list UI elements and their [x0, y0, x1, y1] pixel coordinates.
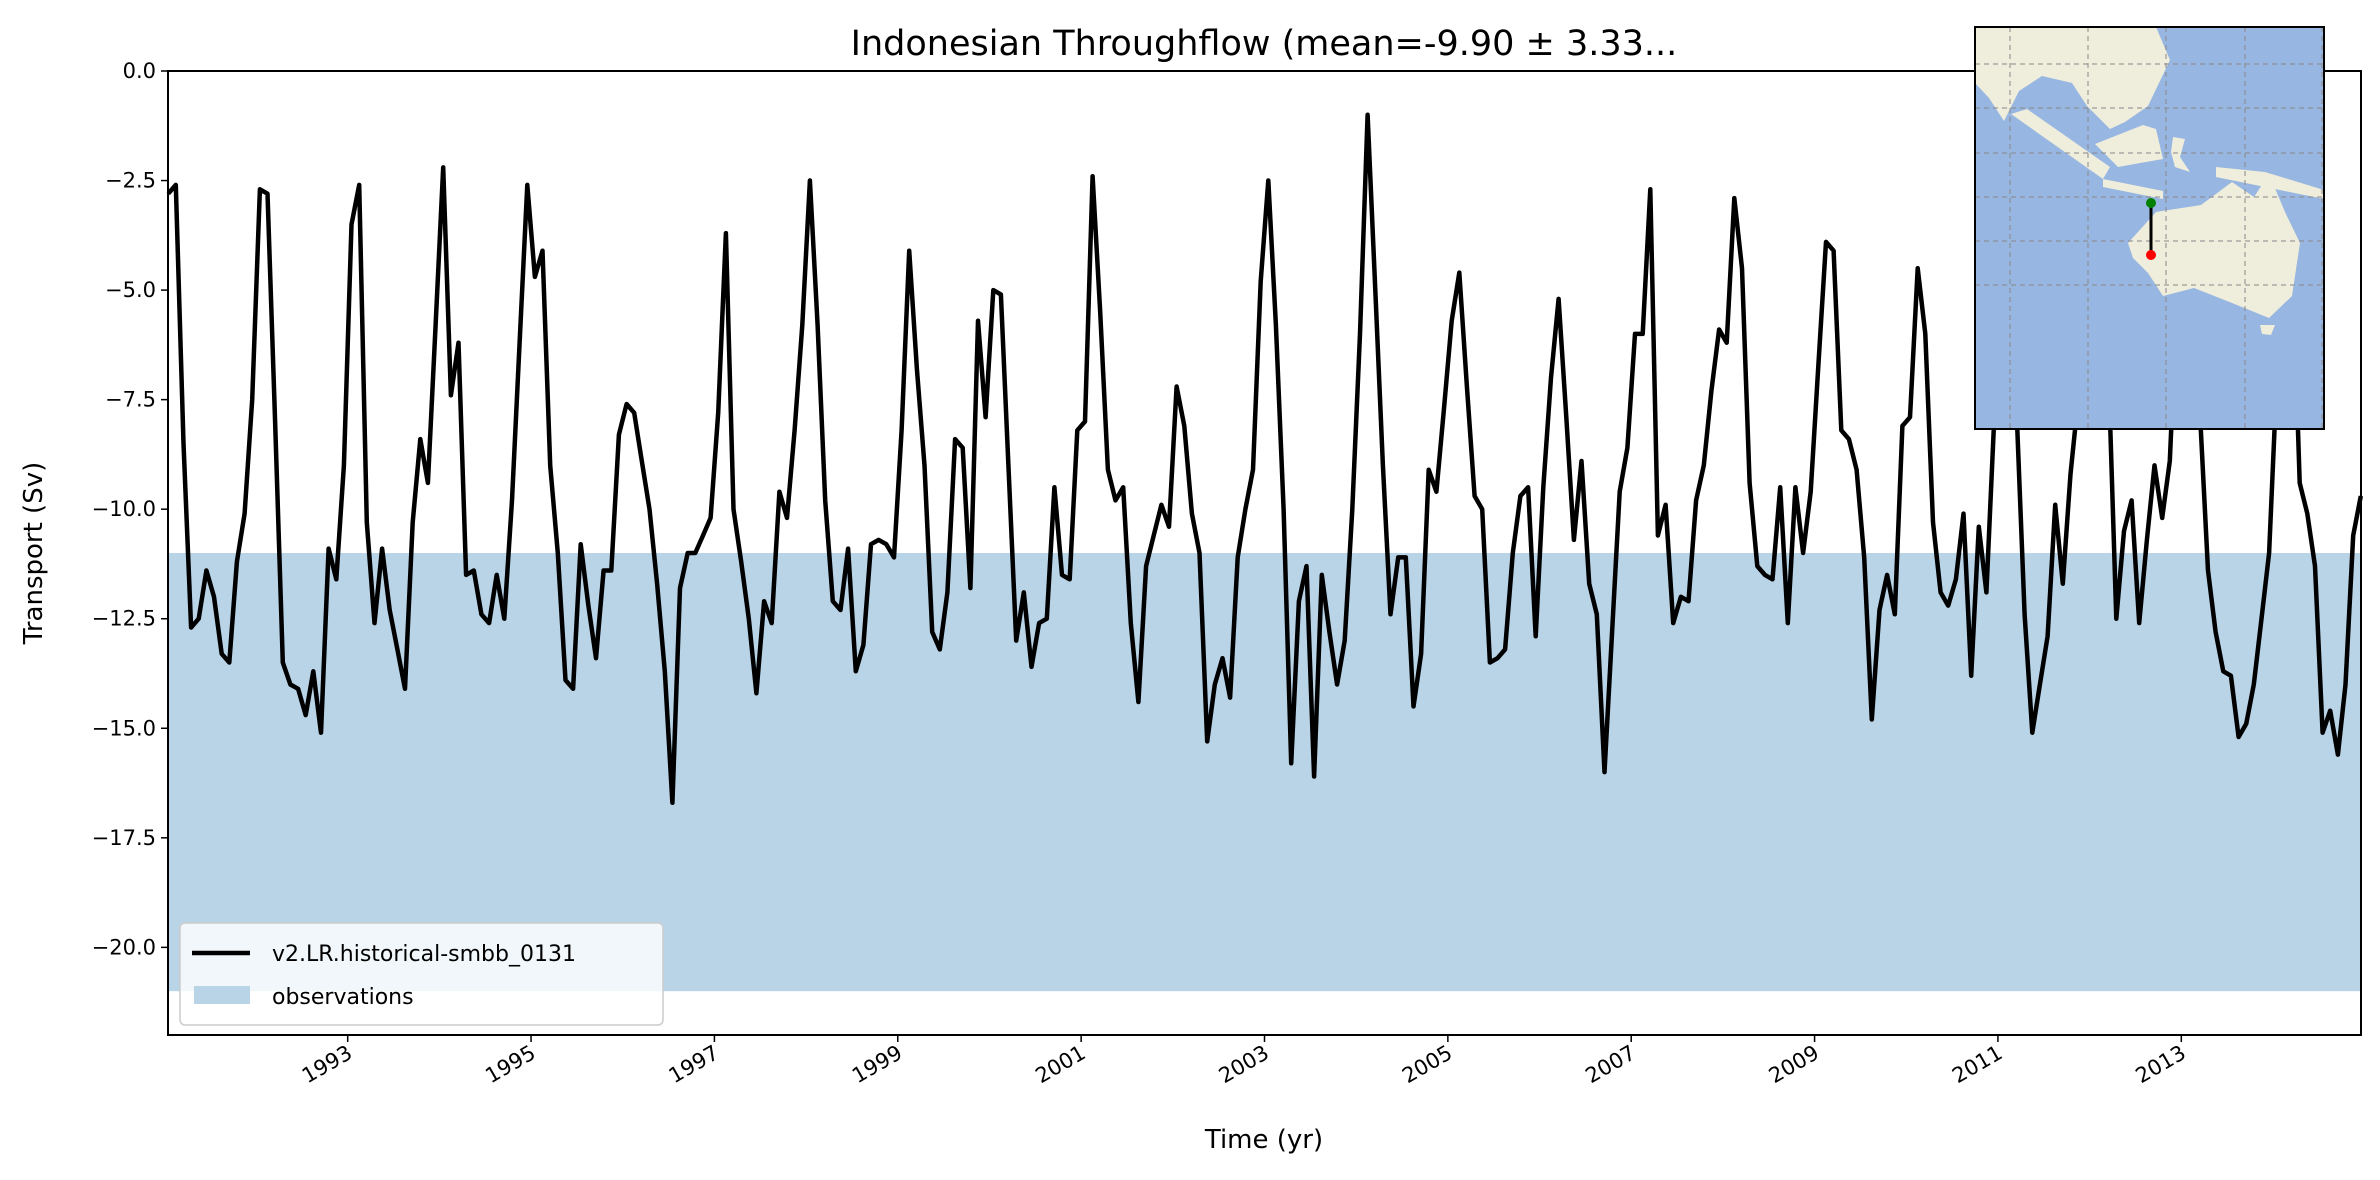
- legend-label-model: v2.LR.historical-smbb_0131: [272, 942, 576, 967]
- y-tick-label: −7.5: [105, 388, 156, 412]
- y-tick-label: −5.0: [105, 278, 156, 302]
- map-frame: [1974, 26, 2325, 430]
- x-tick-label: 1993: [298, 1041, 356, 1089]
- legend-label-observations: observations: [272, 985, 414, 1010]
- map-land-java: [2103, 179, 2163, 199]
- map-land-tasmania: [2260, 325, 2275, 335]
- y-tick-label: −2.5: [105, 169, 156, 193]
- x-tick-label: 2001: [1031, 1041, 1089, 1089]
- legend: v2.LR.historical-smbb_0131 observations: [179, 922, 664, 1026]
- y-tick-label: −12.5: [92, 607, 156, 631]
- inset-map: [1974, 26, 2325, 430]
- y-axis-label: Transport (Sv): [19, 462, 49, 645]
- section-end-marker: [2146, 250, 2156, 260]
- x-tick-label: 1995: [481, 1041, 539, 1089]
- x-tick-label: 2011: [1948, 1041, 2006, 1089]
- y-tick-label: −17.5: [92, 826, 156, 850]
- map-land-sulawesi: [2171, 137, 2190, 172]
- legend-band-swatch: [194, 986, 250, 1004]
- x-tick-label: 1997: [665, 1041, 723, 1089]
- map-land-sumatra: [2011, 109, 2110, 179]
- x-tick-label: 2007: [1581, 1041, 1639, 1089]
- x-axis-label: Time (yr): [1204, 1125, 1323, 1155]
- y-tick-label: 0.0: [123, 59, 156, 83]
- chart-title: Indonesian Throughflow (mean=-9.90 ± 3.3…: [851, 24, 1678, 64]
- x-tick-label: 2013: [2132, 1041, 2190, 1089]
- map-land-asia: [1975, 27, 2170, 129]
- section-start-marker: [2146, 198, 2156, 208]
- x-tick-label: 2009: [1765, 1041, 1823, 1089]
- y-tick-label: −15.0: [92, 716, 156, 740]
- observations-band: [168, 553, 2361, 992]
- x-tick-label: 2003: [1215, 1041, 1273, 1089]
- x-tick-label: 1999: [848, 1041, 906, 1089]
- y-tick-label: −10.0: [92, 497, 156, 521]
- map-land-borneo: [2095, 125, 2163, 167]
- map-gridlines: [1975, 27, 2324, 429]
- x-tick-label: 2005: [1398, 1041, 1456, 1089]
- map-land-australia: [2128, 174, 2300, 318]
- legend-box: [179, 922, 664, 1026]
- y-tick-label: −20.0: [92, 935, 156, 959]
